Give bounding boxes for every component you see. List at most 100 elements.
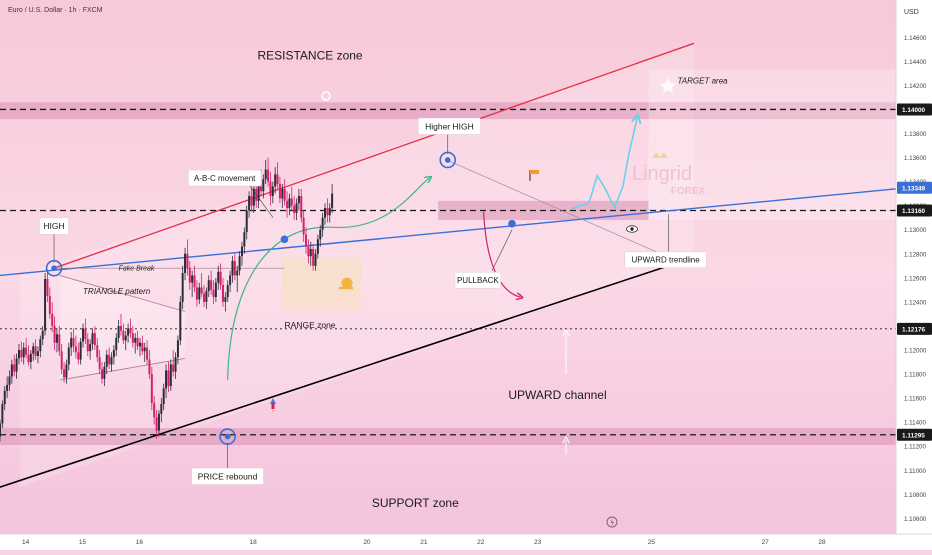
candle	[160, 398, 163, 423]
marker-dot	[51, 265, 57, 272]
candle-body	[262, 179, 265, 192]
candle-body	[176, 340, 179, 358]
candle	[269, 171, 272, 206]
candle-body	[162, 388, 165, 405]
annotation-box	[191, 467, 264, 485]
candle-body	[264, 169, 267, 180]
price-tag-label: 1.13349	[902, 185, 926, 192]
candle-body	[198, 287, 201, 300]
candle	[39, 335, 42, 358]
candle	[67, 342, 70, 371]
price-tag[interactable]: 1.11295	[897, 428, 932, 441]
candle-body	[3, 390, 6, 405]
candle-body	[248, 196, 251, 211]
high-marker	[45, 259, 63, 277]
annotation-text: RANGE zone	[285, 320, 336, 330]
annotation-box	[454, 271, 502, 289]
candle	[127, 323, 130, 343]
candle-body	[110, 357, 113, 365]
annotations-layer: RESISTANCE zone TARGET area Higher HIGH A-B…	[39, 49, 729, 510]
annotation: TARGET area	[678, 76, 729, 85]
price-axis[interactable]: USD 1.14600 1.14400 1.14200 1.14000 1.13800 1…	[895, 0, 932, 534]
candle-body	[34, 346, 37, 356]
candle	[205, 287, 208, 310]
candle-body	[290, 198, 293, 206]
candle-body	[98, 357, 101, 370]
candle	[276, 162, 279, 189]
price-tick-label: 1.10800	[904, 492, 927, 499]
candle	[13, 354, 16, 377]
annotation-text: HIGH	[43, 221, 64, 231]
annotation-text: TRIANGLE pattern	[83, 287, 151, 296]
price-tag[interactable]: 1.12176	[897, 322, 932, 335]
annotation-box	[624, 251, 707, 269]
candle	[200, 273, 203, 298]
candle-body	[70, 337, 73, 348]
candle	[240, 241, 243, 266]
candle-body	[0, 423, 1, 437]
resistance-line	[53, 42, 695, 269]
candle-body	[267, 169, 270, 182]
annotation-text: Fake Break	[119, 266, 155, 273]
candle	[98, 349, 101, 375]
candle	[89, 339, 92, 360]
candle	[157, 410, 160, 437]
brand-watermark: Lingrid FOREX	[632, 152, 706, 197]
candle	[248, 191, 251, 218]
marker-ring	[45, 259, 63, 277]
candle-body	[217, 271, 220, 283]
candle-body	[6, 384, 9, 391]
price-tag-label: 1.11295	[902, 432, 925, 439]
price-rebound-marker	[219, 428, 236, 445]
candle	[44, 273, 47, 336]
candle-body	[210, 280, 213, 290]
candle	[108, 347, 111, 370]
candle-body	[169, 364, 172, 387]
candle	[217, 265, 220, 290]
rocket-icon	[270, 398, 276, 413]
annotation: Higher HIGH	[417, 117, 481, 135]
time-tick-label: 16	[136, 539, 144, 546]
candle-body	[167, 370, 170, 387]
annotation: RANGE zone	[285, 320, 336, 330]
candle-body	[20, 349, 23, 358]
price-tag[interactable]: 1.13160	[897, 204, 932, 217]
candle	[138, 337, 141, 356]
candle	[198, 282, 201, 305]
price-tag-box	[897, 204, 932, 217]
price-tag[interactable]: 1.14000	[897, 103, 932, 116]
candle	[245, 205, 248, 240]
candle	[115, 333, 118, 356]
candle-body	[283, 188, 286, 201]
annotation-text: RESISTANCE zone	[257, 49, 362, 63]
candle	[221, 277, 224, 307]
price-tag[interactable]: 1.13349	[897, 181, 932, 194]
price-tick-label: 1.14200	[904, 83, 927, 90]
candle	[162, 383, 165, 411]
candle-body	[271, 186, 274, 197]
marker-dot	[508, 219, 516, 228]
candle-body	[188, 268, 191, 283]
candle-body	[8, 376, 11, 385]
candle-body	[231, 260, 234, 276]
candle	[55, 328, 58, 353]
higher-high-marker	[439, 151, 457, 169]
annotation: Fake Break	[119, 266, 155, 273]
candle	[212, 280, 215, 305]
candle	[283, 179, 286, 206]
price-tick-label: 1.12400	[904, 299, 927, 306]
candle-body	[60, 351, 63, 370]
candle-body	[51, 313, 54, 326]
candle	[155, 410, 158, 439]
time-axis[interactable]: 14 15 16 18 20 21 22 23 25 27 28	[0, 533, 932, 550]
candle	[231, 256, 234, 283]
candle	[264, 159, 267, 185]
candle	[324, 203, 327, 225]
lightning-icon[interactable]	[606, 516, 618, 528]
candle-body	[165, 370, 168, 389]
candle	[29, 349, 32, 370]
candle	[141, 335, 144, 355]
price-tick-label: 1.14600	[904, 35, 927, 42]
candle	[96, 337, 99, 363]
